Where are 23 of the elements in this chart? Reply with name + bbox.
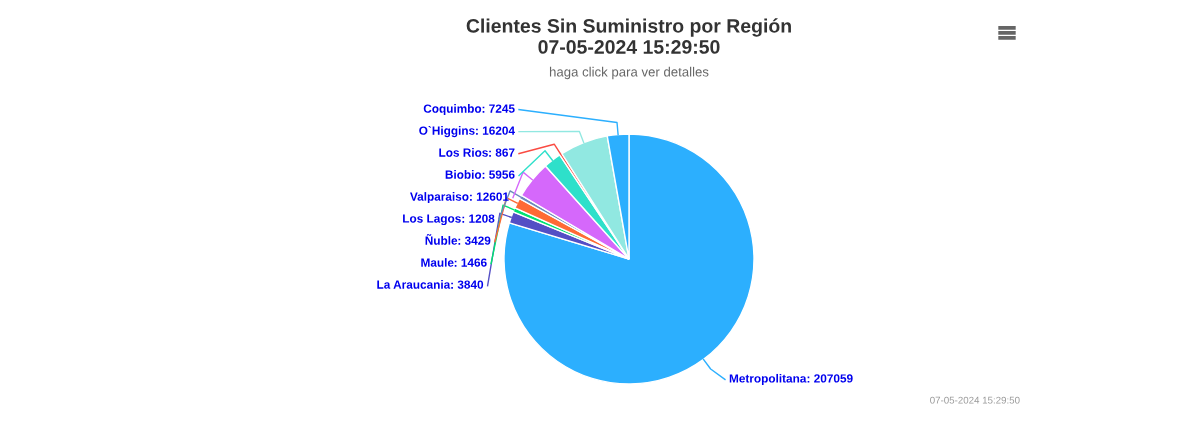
slice-label: Maule xyxy=(421,258,454,267)
slice-label: O`Higgins xyxy=(419,125,475,138)
data-label: : 207059 xyxy=(807,374,853,383)
data-label: : 3840 xyxy=(451,280,484,289)
slice-label: La Araucania xyxy=(377,280,451,289)
data-label: : 867 xyxy=(489,148,515,157)
data-label: : 16204 xyxy=(476,126,515,135)
data-label: : 7245 xyxy=(482,104,515,113)
slice-label: Los Lagos xyxy=(403,214,461,226)
chart-title: Clientes Sin Suministro por Región 07-05-2024 15:29:50 xyxy=(466,18,791,54)
chart-subtitle: haga click para ver detalles xyxy=(549,66,709,80)
data-label: : 12601 xyxy=(470,192,509,201)
slice-label: Valparaiso xyxy=(410,192,469,204)
slice-label: Biobio xyxy=(445,170,482,179)
data-label: : 5956 xyxy=(482,170,515,179)
data-label: : 1466 xyxy=(454,258,487,267)
text: 07-05-2024 15:29:50 xyxy=(930,396,1020,404)
slice-label: Coquimbo xyxy=(423,104,482,116)
data-label: : 3429 xyxy=(458,236,491,245)
slice-label: Los Rios xyxy=(439,148,488,157)
slice-label: Metropolitana xyxy=(729,373,807,385)
slice-label: Ñuble xyxy=(425,234,458,245)
data-label: : 1208 xyxy=(462,214,495,223)
